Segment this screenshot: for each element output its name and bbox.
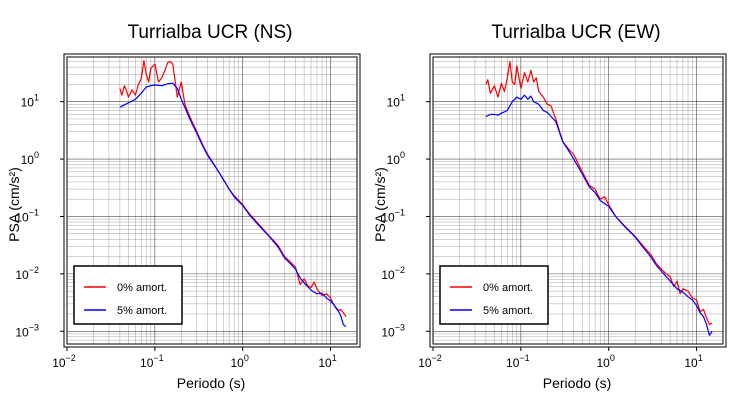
x-tick-label-exp: −1 xyxy=(153,353,163,363)
x-tick-label-exp: −2 xyxy=(66,353,76,363)
x-tick-label: 101 xyxy=(684,353,702,370)
x-tick-label-base: 10 xyxy=(597,356,611,370)
y-tick-label: 10−2 xyxy=(15,265,39,282)
y-tick-label-exp: −2 xyxy=(29,265,39,275)
series-line-5pct xyxy=(119,82,347,328)
legend-label: 0% amort. xyxy=(117,282,167,294)
y-tick-label-base: 10 xyxy=(21,96,35,110)
y-tick-label-exp: −3 xyxy=(29,322,39,332)
y-tick-label: 100 xyxy=(387,150,405,167)
y-tick-label: 10−3 xyxy=(381,322,405,339)
x-tick-label-base: 10 xyxy=(418,356,432,370)
y-tick-label: 101 xyxy=(387,93,405,110)
chart-title: Turrialba UCR (NS) xyxy=(127,22,292,43)
legend: 0% amort. 5% amort. xyxy=(73,265,183,325)
x-tick-label-base: 10 xyxy=(52,356,66,370)
y-tick-label-base: 10 xyxy=(387,153,401,167)
plot-frame-outer xyxy=(63,53,361,348)
x-tick-label: 10−2 xyxy=(418,353,442,370)
y-tick-label-base: 10 xyxy=(381,268,395,282)
x-tick-label-exp: −1 xyxy=(519,353,529,363)
y-tick-label: 100 xyxy=(21,150,39,167)
x-tick-label-exp: 0 xyxy=(610,353,615,363)
legend-label: 5% amort. xyxy=(483,305,533,317)
y-tick-label-exp: −1 xyxy=(29,207,39,217)
y-tick-label-exp: −2 xyxy=(395,265,405,275)
x-tick-label-base: 10 xyxy=(318,356,332,370)
y-tick-label-base: 10 xyxy=(21,153,35,167)
plot-frame xyxy=(432,56,724,345)
y-tick-label-base: 10 xyxy=(387,96,401,110)
x-tick-label-base: 10 xyxy=(140,356,154,370)
series-line-5pct xyxy=(485,94,713,336)
chart-title: Turrialba UCR (EW) xyxy=(491,22,660,43)
y-tick-label: 101 xyxy=(21,93,39,110)
y-tick-label-exp: 1 xyxy=(34,93,39,103)
series-line-0pct xyxy=(485,60,713,326)
x-tick-label: 10−1 xyxy=(506,353,530,370)
y-tick-label-exp: 1 xyxy=(400,93,405,103)
grid xyxy=(432,56,724,345)
y-tick-label-exp: 0 xyxy=(400,150,405,160)
x-tick-label: 100 xyxy=(597,353,615,370)
y-tick-label-base: 10 xyxy=(15,268,29,282)
legend: 0% amort. 5% amort. xyxy=(439,265,549,325)
x-tick-label-base: 10 xyxy=(506,356,520,370)
x-axis-label: Periodo (s) xyxy=(177,375,245,391)
legend-box xyxy=(439,265,549,325)
x-tick-label-exp: −2 xyxy=(432,353,442,363)
tick-marks xyxy=(60,101,332,351)
y-axis-label: PSA (cm/s²) xyxy=(6,167,22,242)
y-tick-label-exp: 0 xyxy=(34,150,39,160)
legend-box xyxy=(73,265,183,325)
x-tick-label-base: 10 xyxy=(684,356,698,370)
y-tick-label: 10−2 xyxy=(381,265,405,282)
x-axis-label: Periodo (s) xyxy=(543,375,611,391)
legend-label: 0% amort. xyxy=(483,282,533,294)
y-tick-label: 10−3 xyxy=(15,322,39,339)
x-tick-label-exp: 1 xyxy=(332,353,337,363)
plot-frame-outer xyxy=(429,53,727,348)
x-tick-label-base: 10 xyxy=(231,356,245,370)
y-tick-label: 10−1 xyxy=(15,207,39,224)
x-tick-label: 10−2 xyxy=(52,353,76,370)
y-axis-label: PSA (cm/s²) xyxy=(372,167,388,242)
y-tick-label-exp: −1 xyxy=(395,207,405,217)
x-tick-label: 10−1 xyxy=(140,353,164,370)
x-tick-label-exp: 1 xyxy=(698,353,703,363)
x-tick-label: 100 xyxy=(231,353,249,370)
y-tick-label-base: 10 xyxy=(15,210,29,224)
legend-label: 5% amort. xyxy=(117,305,167,317)
tick-marks xyxy=(426,101,698,351)
y-tick-label-exp: −3 xyxy=(395,322,405,332)
y-tick-label-base: 10 xyxy=(15,325,29,339)
x-tick-label-exp: 0 xyxy=(244,353,249,363)
plot-frame xyxy=(66,56,358,345)
y-tick-label-base: 10 xyxy=(381,325,395,339)
y-tick-label-base: 10 xyxy=(381,210,395,224)
y-tick-label: 10−1 xyxy=(381,207,405,224)
x-tick-label: 101 xyxy=(318,353,336,370)
